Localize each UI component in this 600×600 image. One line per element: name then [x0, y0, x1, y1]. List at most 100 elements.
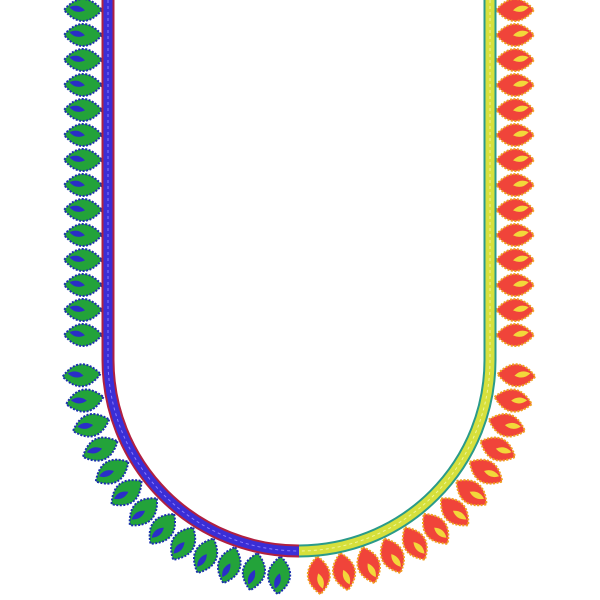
leaf-center: [513, 305, 529, 312]
leaf: [494, 48, 536, 72]
leaf-center: [69, 155, 85, 162]
band-stitch-left: [107, 0, 300, 552]
leaf-center: [67, 371, 84, 378]
leaf: [62, 148, 104, 172]
leaf-center: [513, 105, 529, 112]
leaf: [61, 363, 102, 388]
leaf: [62, 123, 104, 147]
leaf-center: [513, 5, 529, 12]
leaf-center: [274, 573, 281, 589]
leaf-center: [511, 397, 528, 404]
leaf-center: [513, 255, 529, 262]
leaf-center: [197, 554, 207, 567]
leaf: [62, 323, 104, 347]
leaf: [379, 537, 405, 575]
leaf: [217, 545, 242, 585]
leaf: [71, 413, 111, 438]
leaf-center: [69, 5, 85, 12]
leaf: [496, 363, 537, 388]
leaf: [493, 388, 534, 413]
leaf: [494, 173, 536, 197]
leaf-center: [317, 573, 324, 589]
leaf: [494, 148, 536, 172]
leaf-center: [113, 491, 129, 500]
leaf: [468, 458, 504, 485]
leaf-center: [514, 371, 531, 378]
leaf-center: [151, 527, 164, 538]
leaf-center: [69, 230, 85, 237]
leaf: [267, 555, 292, 596]
leaf: [62, 23, 104, 47]
leaf-center: [495, 447, 512, 454]
leaf-center: [222, 563, 231, 578]
leaf-center: [513, 230, 529, 237]
leaf: [494, 73, 536, 97]
leaf-center: [342, 569, 351, 585]
leaf: [455, 479, 488, 507]
leaf-center: [69, 330, 85, 337]
leaf: [62, 198, 104, 222]
leaf: [494, 0, 536, 22]
leaf: [62, 98, 104, 122]
leaf: [81, 436, 119, 462]
leaf: [62, 0, 104, 22]
leaf-center: [86, 447, 103, 454]
leaf-center: [469, 491, 485, 500]
leaf-center: [69, 30, 85, 37]
leaf: [479, 436, 517, 462]
leaf: [62, 248, 104, 272]
leaf: [62, 273, 104, 297]
leaf: [193, 537, 219, 575]
leaf: [422, 512, 450, 545]
leaf: [494, 248, 536, 272]
leaf-center: [247, 569, 256, 585]
leaf: [332, 551, 357, 592]
leaf: [62, 223, 104, 247]
leaf-center: [452, 510, 467, 520]
leaf-center: [77, 422, 94, 429]
leaf-center: [513, 155, 529, 162]
leaf-center: [513, 205, 529, 212]
leaf-center: [69, 105, 85, 112]
leaf-center: [513, 330, 529, 337]
leaf-center: [367, 563, 376, 578]
leaf-center: [69, 180, 85, 187]
leaf: [494, 323, 536, 347]
leaf: [306, 555, 331, 596]
leaf-center: [434, 527, 447, 538]
leaf: [128, 497, 158, 527]
leaf: [62, 173, 104, 197]
leaf-center: [513, 55, 529, 62]
leaf: [494, 23, 536, 47]
leaf-center: [70, 397, 87, 404]
leaf: [148, 512, 176, 545]
leaf: [241, 551, 266, 592]
leaf-center: [69, 255, 85, 262]
leaf: [494, 123, 536, 147]
leaf: [110, 479, 143, 507]
leaf-center: [69, 305, 85, 312]
leaf-center: [69, 80, 85, 87]
leaf-center: [513, 180, 529, 187]
leaf: [487, 413, 527, 438]
leaf-center: [391, 554, 401, 567]
leaf-border: [61, 0, 537, 596]
leaf: [170, 526, 197, 561]
band-stitch-right: [298, 0, 491, 552]
leaf: [494, 273, 536, 297]
leaf-center: [513, 30, 529, 37]
leaf: [94, 458, 130, 485]
leaf: [62, 298, 104, 322]
leaf-center: [513, 130, 529, 137]
leaf-center: [513, 80, 529, 87]
leaf: [440, 497, 470, 527]
leaf-center: [131, 510, 146, 520]
leaf: [494, 223, 536, 247]
leaf: [356, 545, 381, 585]
leaf-center: [413, 542, 425, 554]
leaf-center: [69, 205, 85, 212]
leaf-center: [513, 280, 529, 287]
leaf: [62, 73, 104, 97]
